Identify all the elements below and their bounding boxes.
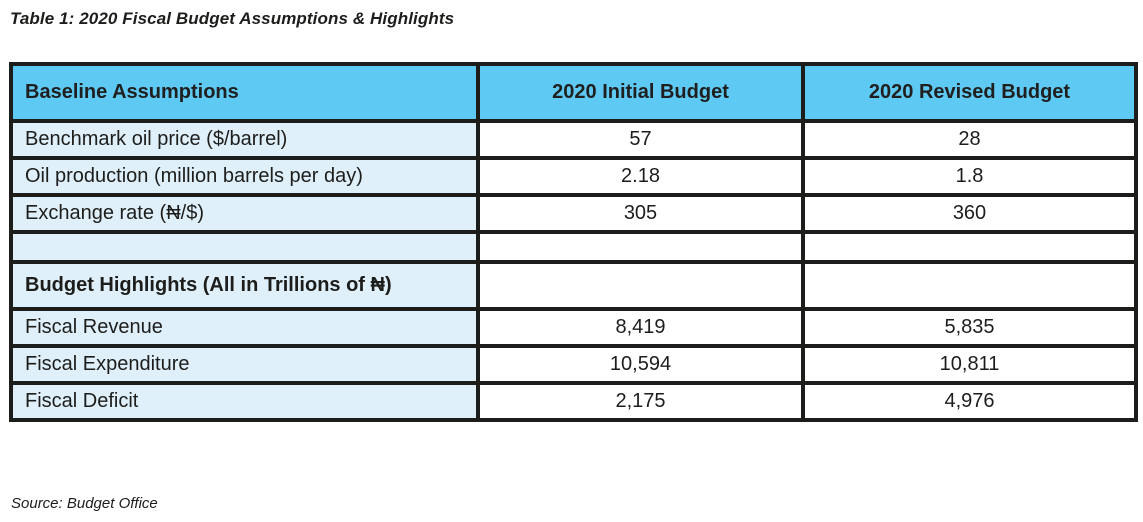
row-label-cell: Oil production (million barrels per day) <box>9 156 480 197</box>
row-label-cell <box>9 230 480 264</box>
revised-budget-cell: 1.8 <box>801 156 1138 197</box>
table-row-fiscal-deficit: Fiscal Deficit 2,175 4,976 <box>9 381 1138 422</box>
initial-budget-cell: 305 <box>476 193 805 234</box>
revised-budget-cell: 10,811 <box>801 344 1138 385</box>
table-row-benchmark-oil-price: Benchmark oil price ($/barrel) 57 28 <box>9 119 1138 160</box>
revised-budget-cell <box>801 260 1138 311</box>
initial-budget-cell: 10,594 <box>476 344 805 385</box>
table-row-spacer <box>9 230 1138 264</box>
header-cell-initial-budget: 2020 Initial Budget <box>476 62 805 123</box>
revised-budget-cell: 4,976 <box>801 381 1138 422</box>
table-row-fiscal-revenue: Fiscal Revenue 8,419 5,835 <box>9 307 1138 348</box>
header-cell-revised-budget: 2020 Revised Budget <box>801 62 1138 123</box>
source-note: Source: Budget Office <box>11 495 158 512</box>
initial-budget-cell: 57 <box>476 119 805 160</box>
initial-budget-cell: 2,175 <box>476 381 805 422</box>
header-cell-baseline-assumptions: Baseline Assumptions <box>9 62 480 123</box>
header-row: Baseline Assumptions 2020 Initial Budget… <box>9 62 1138 123</box>
table-row-exchange-rate: Exchange rate (₦/$) 305 360 <box>9 193 1138 234</box>
row-label-cell: Exchange rate (₦/$) <box>9 193 480 234</box>
revised-budget-cell: 5,835 <box>801 307 1138 348</box>
table-row-fiscal-expenditure: Fiscal Expenditure 10,594 10,811 <box>9 344 1138 385</box>
table-caption: Table 1: 2020 Fiscal Budget Assumptions … <box>10 9 455 28</box>
row-label-cell: Fiscal Deficit <box>9 381 480 422</box>
revised-budget-cell <box>801 230 1138 264</box>
initial-budget-cell: 2.18 <box>476 156 805 197</box>
revised-budget-cell: 360 <box>801 193 1138 234</box>
revised-budget-cell: 28 <box>801 119 1138 160</box>
initial-budget-cell <box>476 230 805 264</box>
row-label-cell: Benchmark oil price ($/barrel) <box>9 119 480 160</box>
initial-budget-cell: 8,419 <box>476 307 805 348</box>
table-row-oil-production: Oil production (million barrels per day)… <box>9 156 1138 197</box>
budget-table: Baseline Assumptions 2020 Initial Budget… <box>9 62 1138 422</box>
row-label-cell: Fiscal Expenditure <box>9 344 480 385</box>
section-title-cell: Budget Highlights (All in Trillions of ₦… <box>9 260 480 311</box>
table-row-budget-highlights: Budget Highlights (All in Trillions of ₦… <box>9 260 1138 311</box>
initial-budget-cell <box>476 260 805 311</box>
row-label-cell: Fiscal Revenue <box>9 307 480 348</box>
